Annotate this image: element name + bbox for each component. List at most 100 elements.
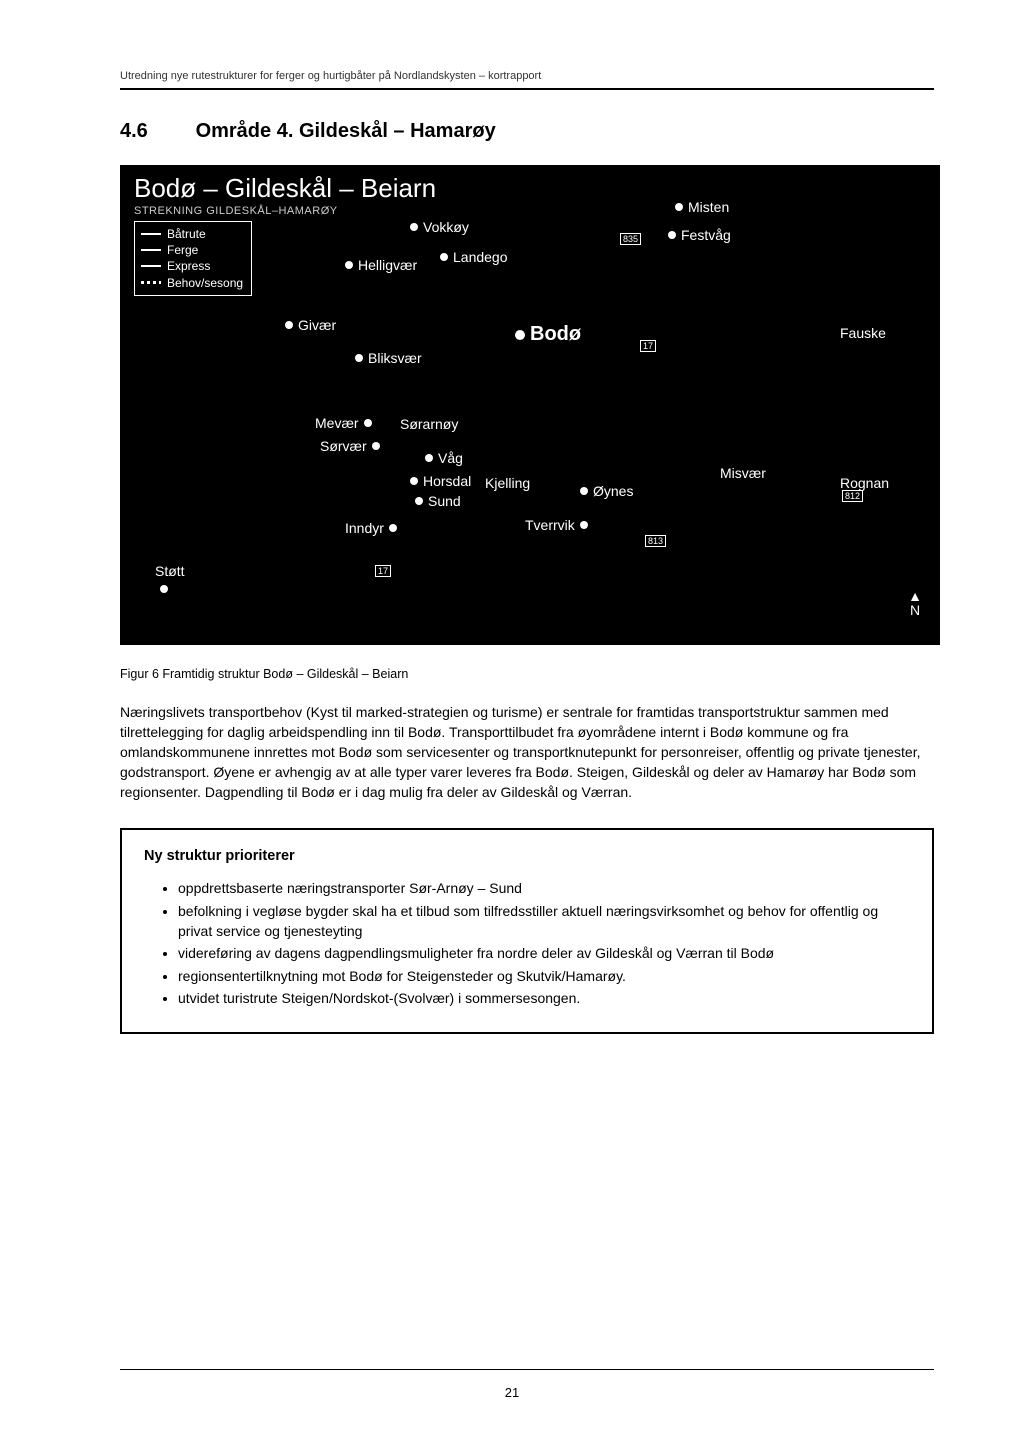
map-place-label: Festvåg: [681, 227, 731, 243]
divider-top: [120, 88, 934, 90]
map-place-dot-icon: [515, 330, 525, 340]
map-place-dot-icon: [580, 487, 588, 495]
legend-swatch: [141, 249, 161, 251]
map-place-label: Rognan: [840, 475, 889, 491]
priority-item: regionsentertilknytning mot Bodø for Ste…: [178, 966, 910, 986]
map-place-label: Tverrvik: [525, 517, 575, 533]
map-place: Sund: [415, 493, 461, 509]
running-header: Utredning nye rutestrukturer for ferger …: [120, 70, 934, 82]
map-place: Øynes: [580, 483, 633, 499]
legend-row: Ferge: [141, 242, 243, 258]
road-number-badge: 835: [620, 233, 641, 245]
map-place-label: Misten: [688, 199, 729, 215]
map-place-label: Vokkøy: [423, 219, 469, 235]
map-place: Sørarnøy: [400, 416, 458, 432]
legend-label: Express: [167, 258, 210, 274]
road-number-badge: 813: [645, 535, 666, 547]
priority-item: utvidet turistrute Steigen/Nordskot-(Svo…: [178, 988, 910, 1008]
map-place-label: Sund: [428, 493, 461, 509]
divider-bottom: [120, 1369, 934, 1370]
map-place-dot-icon: [355, 354, 363, 362]
map-place: Landego: [440, 249, 508, 265]
map-place-label: Støtt: [155, 563, 185, 579]
route-map: Bodø – Gildeskål – Beiarn STREKNING GILD…: [120, 165, 940, 645]
map-place: Helligvær: [345, 257, 417, 273]
map-place-label: Misvær: [720, 465, 766, 481]
map-main-title: Bodø – Gildeskål – Beiarn: [134, 173, 436, 204]
map-place-dot-icon: [285, 321, 293, 329]
map-place-dot-icon: [410, 223, 418, 231]
map-place: Fauske: [840, 325, 886, 341]
map-place: Bliksvær: [355, 350, 422, 366]
map-place: Givær: [285, 317, 336, 333]
map-place-label: Fauske: [840, 325, 886, 341]
compass-label: N: [910, 602, 920, 618]
map-place: Bodø: [515, 323, 581, 346]
map-place: Misten: [675, 199, 729, 215]
legend-label: Ferge: [167, 242, 198, 258]
map-place-label: Våg: [438, 450, 463, 466]
map-place-label: Øynes: [593, 483, 633, 499]
road-number-badge: 17: [640, 340, 656, 352]
legend-swatch: [141, 233, 161, 235]
map-place-dot-icon: [410, 477, 418, 485]
map-place-label: Inndyr: [345, 520, 384, 536]
map-place-dot-icon: [580, 521, 588, 529]
road-number-badge: 17: [375, 565, 391, 577]
section-heading: 4.6 Område 4. Gildeskål – Hamarøy: [120, 120, 934, 143]
map-place-dot-icon: [440, 253, 448, 261]
map-place: Tverrvik: [525, 517, 588, 533]
map-place: Rognan: [840, 475, 889, 491]
page-number: 21: [0, 1385, 1024, 1400]
priority-item: befolkning i vegløse bygder skal ha et t…: [178, 901, 910, 942]
legend-row: Express: [141, 258, 243, 274]
map-place: Sørvær: [320, 438, 380, 454]
map-place: Misvær: [720, 465, 766, 481]
section-number: 4.6: [120, 120, 190, 143]
map-place-label: Kjelling: [485, 475, 530, 491]
legend-row: Båtrute: [141, 226, 243, 242]
map-place: Våg: [425, 450, 463, 466]
section-title-text: Område 4. Gildeskål – Hamarøy: [196, 120, 496, 142]
map-place-dot-icon: [160, 585, 168, 593]
legend-swatch: [141, 265, 161, 267]
map-place-label: Sørvær: [320, 438, 367, 454]
legend-row: Behov/sesong: [141, 275, 243, 291]
figure-caption: Figur 6 Framtidig struktur Bodø – Gildes…: [120, 667, 934, 681]
map-place: Kjelling: [485, 475, 530, 491]
map-place-dot-icon: [364, 419, 372, 427]
priority-item: oppdrettsbaserte næringstransporter Sør-…: [178, 878, 910, 898]
map-place-label: Sørarnøy: [400, 416, 458, 432]
map-place-dot-icon: [372, 442, 380, 450]
map-place-label: Landego: [453, 249, 508, 265]
priority-box: Ny struktur prioriterer oppdrettsbaserte…: [120, 828, 934, 1034]
map-place: Vokkøy: [410, 219, 469, 235]
map-place-label: Bliksvær: [368, 350, 422, 366]
map-place-dot-icon: [345, 261, 353, 269]
map-place: Støtt: [155, 563, 185, 579]
map-subtitle: STREKNING GILDESKÅL–HAMARØY: [134, 205, 338, 217]
legend-label: Behov/sesong: [167, 275, 243, 291]
priority-box-title: Ny struktur prioriterer: [144, 848, 910, 864]
map-place-label: Bodø: [530, 323, 581, 346]
priority-list: oppdrettsbaserte næringstransporter Sør-…: [144, 878, 910, 1008]
compass-icon: ▲ N: [908, 589, 922, 617]
map-place-label: Givær: [298, 317, 336, 333]
map-place: Festvåg: [668, 227, 731, 243]
map-place-label: Horsdal: [423, 473, 471, 489]
legend-swatch: [141, 281, 161, 284]
map-place: Inndyr: [345, 520, 397, 536]
map-place-dot-icon: [668, 231, 676, 239]
map-place: [160, 585, 173, 593]
map-place-label: Helligvær: [358, 257, 417, 273]
map-place: Mevær: [315, 415, 372, 431]
map-place-label: Mevær: [315, 415, 359, 431]
legend-label: Båtrute: [167, 226, 206, 242]
map-place: Horsdal: [410, 473, 471, 489]
map-place-dot-icon: [415, 497, 423, 505]
body-paragraph: Næringslivets transportbehov (Kyst til m…: [120, 703, 934, 802]
road-number-badge: 812: [842, 490, 863, 502]
map-place-dot-icon: [425, 454, 433, 462]
map-place-dot-icon: [675, 203, 683, 211]
map-place-dot-icon: [389, 524, 397, 532]
